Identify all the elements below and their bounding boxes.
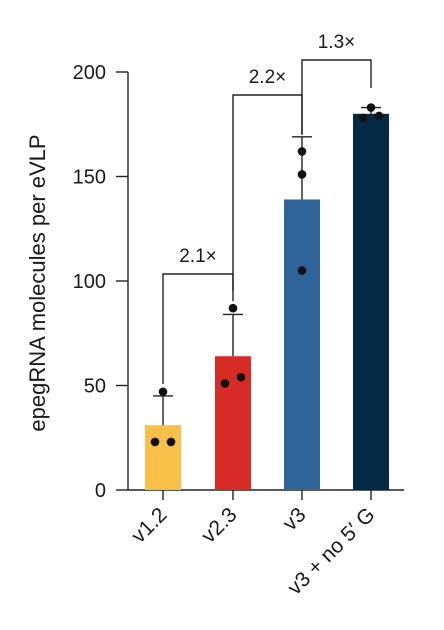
x-category-label: v3 <box>279 503 311 535</box>
data-point <box>358 113 368 123</box>
bar-2 <box>215 356 251 490</box>
bars-layer <box>145 113 389 491</box>
y-tick-label: 100 <box>73 271 106 293</box>
labels-layer: 0 50 100 150 200 epegRNA molecules per eVLP v1… <box>25 32 380 600</box>
data-point <box>366 103 376 112</box>
y-axis-title: epegRNA molecules per eVLP <box>25 134 50 431</box>
data-point <box>158 387 168 397</box>
bar-1 <box>145 425 181 490</box>
data-point <box>220 379 230 388</box>
data-point <box>228 303 238 313</box>
data-point <box>297 147 307 156</box>
data-point <box>150 437 160 447</box>
fold-change-label: 1.3× <box>318 32 356 53</box>
fold-change-label: 2.1× <box>179 246 217 267</box>
data-point <box>374 111 384 121</box>
data-points-layer <box>150 103 384 447</box>
fold-change-label: 2.2× <box>249 67 287 88</box>
x-category-label: v1.2 <box>127 503 171 547</box>
y-tick-label: 50 <box>84 376 106 398</box>
data-point <box>297 266 307 275</box>
comparison-brackets-layer <box>162 59 372 384</box>
bar-3 <box>284 199 320 491</box>
data-point <box>236 372 246 382</box>
data-point <box>297 170 307 179</box>
data-point <box>166 437 176 447</box>
x-category-label: v2.3 <box>197 503 241 547</box>
comparison-bracket <box>301 59 372 135</box>
y-tick-label: 200 <box>73 62 106 84</box>
bar-4 <box>353 113 389 491</box>
y-tick-label: 150 <box>73 167 106 189</box>
y-tick-label: 0 <box>95 480 106 502</box>
